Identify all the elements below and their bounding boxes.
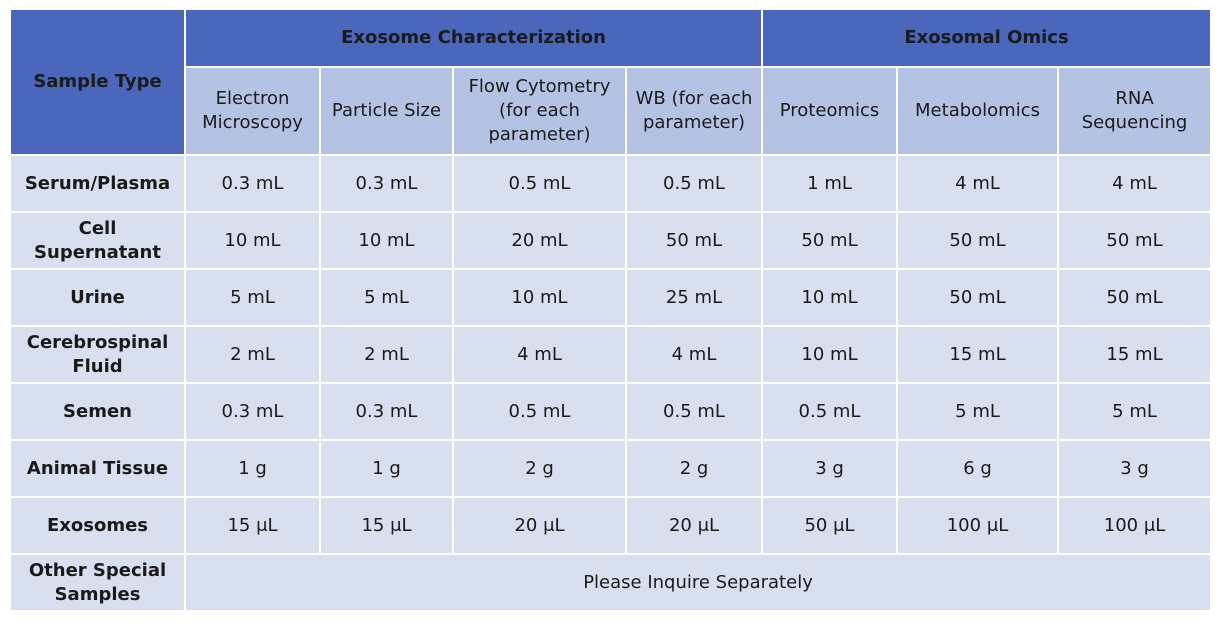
table-cell: 5 mL: [1057, 382, 1213, 441]
table-cell: 20 mL: [452, 211, 627, 270]
table-cell: 10 mL: [761, 268, 899, 327]
row-header: Serum/Plasma: [9, 154, 186, 213]
table-cell: 10 mL: [452, 268, 627, 327]
table-cell: 1 g: [319, 439, 454, 498]
table-cell: 15 μL: [319, 496, 454, 555]
table-cell: 50 mL: [896, 211, 1060, 270]
table-cell: 3 g: [761, 439, 899, 498]
table-cell: 50 mL: [624, 211, 764, 270]
table-row: Cerebrospinal Fluid 2 mL 2 mL 4 mL 4 mL …: [9, 325, 1213, 384]
table-row-other-special-samples: Other Special Samples Please Inquire Sep…: [9, 553, 1213, 612]
table-cell: 0.5 mL: [761, 382, 899, 441]
table-cell: 0.3 mL: [319, 382, 454, 441]
table-cell: 10 mL: [761, 325, 899, 384]
table-cell: 0.3 mL: [184, 154, 321, 213]
table-row: Urine 5 mL 5 mL 10 mL 25 mL 10 mL 50 mL …: [9, 268, 1213, 327]
table-cell: 50 μL: [761, 496, 899, 555]
column-header-flow-cytometry: Flow Cytometry (for each parameter): [452, 66, 627, 156]
table-cell: 5 mL: [184, 268, 321, 327]
table-cell: 3 g: [1057, 439, 1213, 498]
table-cell: 2 g: [452, 439, 627, 498]
column-header-rna-sequencing: RNA Sequencing: [1057, 66, 1213, 156]
table-cell: 4 mL: [452, 325, 627, 384]
table-cell: 5 mL: [319, 268, 454, 327]
row-header: Cerebrospinal Fluid: [9, 325, 186, 384]
row-header: Exosomes: [9, 496, 186, 555]
column-header-electron-microscopy: Electron Microscopy: [184, 66, 321, 156]
table-cell: 2 mL: [184, 325, 321, 384]
table-cell: 25 mL: [624, 268, 764, 327]
table-cell: 2 mL: [319, 325, 454, 384]
row-header: Other Special Samples: [9, 553, 186, 612]
table-row: Animal Tissue 1 g 1 g 2 g 2 g 3 g 6 g 3 …: [9, 439, 1213, 498]
table-cell: 1 g: [184, 439, 321, 498]
sample-requirements-table: Sample Type Exosome Characterization Exo…: [9, 8, 1213, 612]
table-cell: 15 mL: [896, 325, 1060, 384]
row-header: Cell Supernatant: [9, 211, 186, 270]
table-cell: 0.5 mL: [452, 382, 627, 441]
group-header-row: Sample Type Exosome Characterization Exo…: [9, 8, 1213, 156]
table-cell: 10 mL: [319, 211, 454, 270]
table-cell: 2 g: [624, 439, 764, 498]
table-cell: 50 mL: [1057, 211, 1213, 270]
row-header: Semen: [9, 382, 186, 441]
column-header-proteomics: Proteomics: [761, 66, 899, 156]
inquire-note: Please Inquire Separately: [183, 553, 1213, 612]
table-row: Serum/Plasma 0.3 mL 0.3 mL 0.5 mL 0.5 mL…: [9, 154, 1213, 213]
table-cell: 4 mL: [896, 154, 1060, 213]
table-cell: 100 μL: [896, 496, 1060, 555]
table-cell: 20 μL: [452, 496, 627, 555]
table-row: Cell Supernatant 10 mL 10 mL 20 mL 50 mL…: [9, 211, 1213, 270]
table-cell: 0.5 mL: [624, 154, 764, 213]
table-row: Exosomes 15 μL 15 μL 20 μL 20 μL 50 μL 1…: [9, 496, 1213, 555]
table-cell: 50 mL: [896, 268, 1060, 327]
table-cell: 0.5 mL: [624, 382, 764, 441]
table-cell: 50 mL: [761, 211, 899, 270]
column-header-particle-size: Particle Size: [319, 66, 454, 156]
column-header-metabolomics: Metabolomics: [896, 66, 1060, 156]
table-cell: 5 mL: [896, 382, 1060, 441]
sample-type-header: Sample Type: [9, 8, 186, 156]
group-header-exosome-characterization: Exosome Characterization: [183, 8, 764, 68]
table-cell: 1 mL: [761, 154, 899, 213]
group-header-exosomal-omics: Exosomal Omics: [761, 8, 1213, 68]
table-cell: 50 mL: [1057, 268, 1213, 327]
column-header-wb: WB (for each parameter): [624, 66, 764, 156]
table-cell: 6 g: [896, 439, 1060, 498]
table-row: Semen 0.3 mL 0.3 mL 0.5 mL 0.5 mL 0.5 mL…: [9, 382, 1213, 441]
table-cell: 0.5 mL: [452, 154, 627, 213]
table-cell: 15 mL: [1057, 325, 1213, 384]
table-cell: 20 μL: [624, 496, 764, 555]
table-cell: 4 mL: [624, 325, 764, 384]
table-cell: 0.3 mL: [319, 154, 454, 213]
table-cell: 0.3 mL: [184, 382, 321, 441]
table-cell: 100 μL: [1057, 496, 1213, 555]
table-cell: 15 μL: [184, 496, 321, 555]
row-header: Animal Tissue: [9, 439, 186, 498]
column-header-row: Electron Microscopy Particle Size Flow C…: [10, 66, 1213, 156]
row-header: Urine: [9, 268, 186, 327]
table-cell: 4 mL: [1057, 154, 1213, 213]
table-cell: 10 mL: [184, 211, 321, 270]
